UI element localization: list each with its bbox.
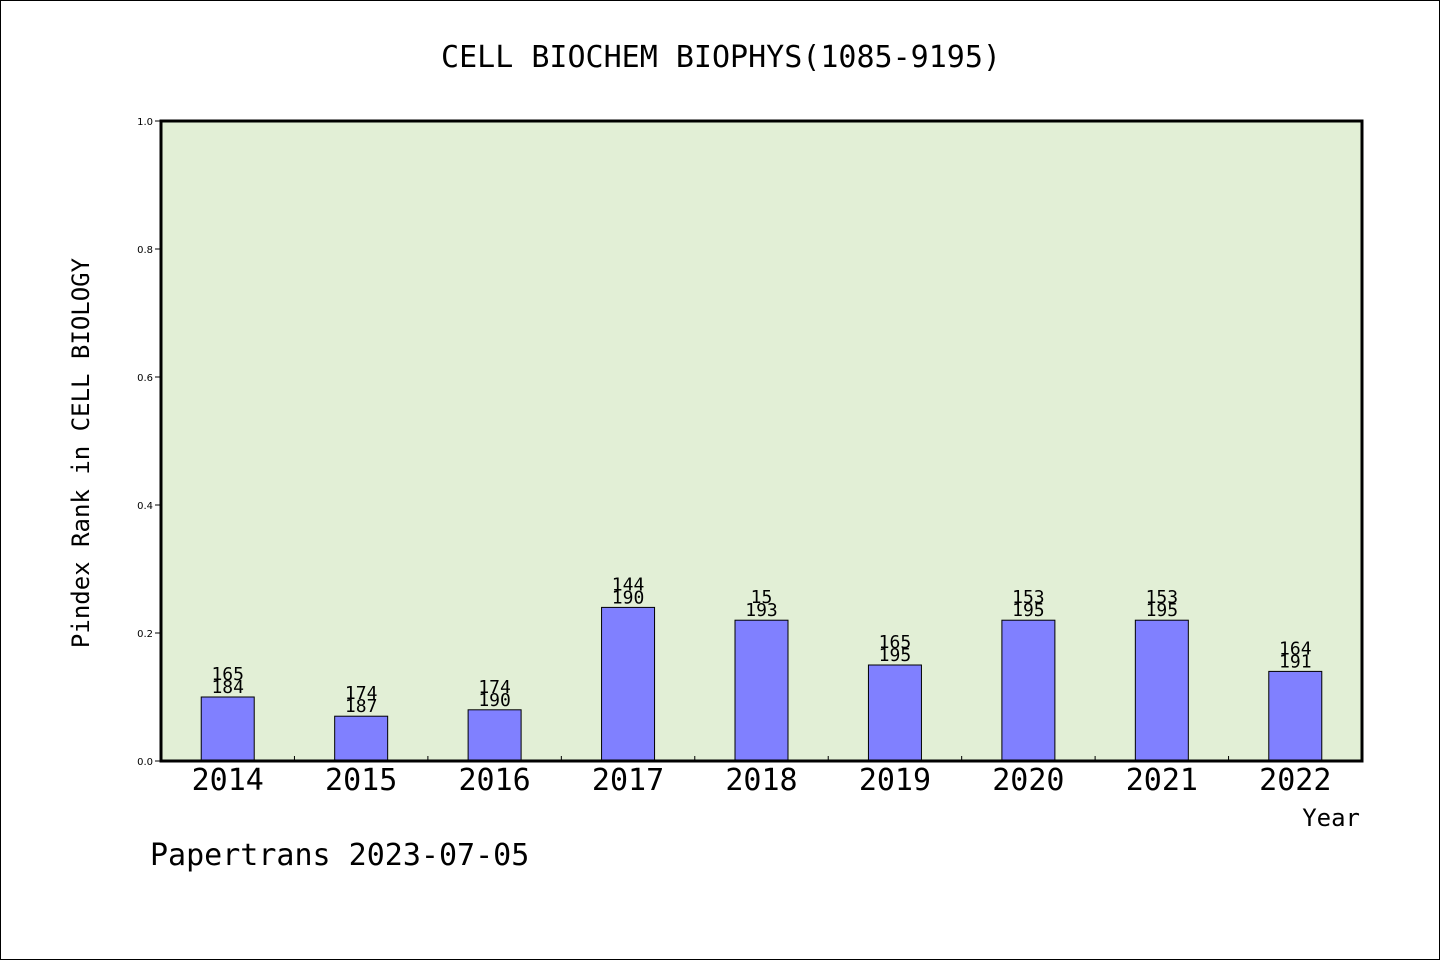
x-tick-label: 2020 [992,763,1064,798]
x-axis: 2014 2015 2016 2017 2018 2019 2020 2021 2022 [192,756,1331,798]
bar [734,619,789,762]
bar [334,715,389,762]
data-label-bottom: 193 [745,600,778,621]
data-label-bottom: 195 [1012,600,1045,621]
x-tick-label: 2018 [725,763,797,798]
bar [1001,619,1056,762]
data-label-bottom: 184 [211,677,244,698]
bar [467,709,522,762]
data-label-top: 153 [1146,587,1179,608]
data-label-bottom: 190 [478,690,511,711]
data-label-top: 174 [345,683,378,704]
bar [867,664,922,762]
x-tick-label: 2015 [325,763,397,798]
bars [200,606,1323,762]
y-axis: 0.0 0.2 0.4 0.6 0.8 1.0 [137,117,161,768]
x-tick-label: 2016 [458,763,530,798]
y-tick-label: 0.8 [137,245,153,256]
y-tick-label: 0.0 [137,757,153,768]
data-label-bottom: 191 [1279,651,1312,672]
data-label-top: 165 [879,632,912,653]
data-label-top: 165 [211,664,244,685]
data-label-top: 15 [751,587,773,608]
y-tick-label: 0.6 [137,373,153,384]
chart-title: CELL BIOCHEM BIOPHYS(1085-9195) [441,40,1001,75]
y-tick-label: 1.0 [137,117,153,128]
bar [1134,619,1189,762]
data-label-top: 174 [478,677,511,698]
x-axis-label: Year [1302,804,1360,832]
footer-text: Papertrans 2023-07-05 [150,838,529,873]
data-label-bottom: 195 [1146,600,1179,621]
x-tick-label: 2021 [1126,763,1198,798]
y-axis-label: Pindex Rank in CELL BIOLOGY [67,257,95,648]
plot-border [159,119,1364,763]
data-label-top: 153 [1012,587,1045,608]
x-tick-label: 2022 [1259,763,1331,798]
y-tick-label: 0.4 [137,501,153,512]
bar [1268,670,1323,762]
bar [601,606,656,762]
data-label-bottom: 195 [879,645,912,666]
data-label-top: 164 [1279,638,1312,659]
data-label-top: 144 [612,574,645,595]
data-label-bottom: 187 [345,696,378,717]
x-tick-label: 2019 [859,763,931,798]
bar [200,696,255,762]
x-tick-label: 2014 [192,763,264,798]
x-tick-label: 2017 [592,763,664,798]
data-label-bottom: 190 [612,587,645,608]
y-tick-label: 0.2 [137,629,153,640]
